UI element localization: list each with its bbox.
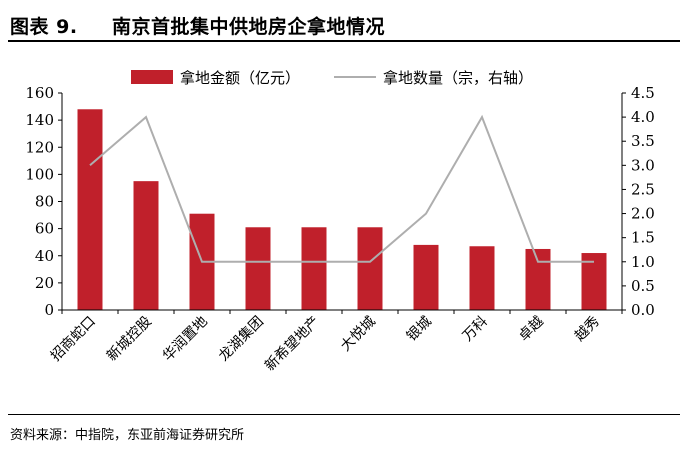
legend-bar-swatch	[131, 70, 173, 84]
left-tick-label: 80	[35, 193, 54, 211]
left-tick-label: 140	[25, 111, 54, 129]
bar-2	[133, 181, 159, 310]
x-category-label: 银城	[404, 314, 435, 345]
left-tick-label: 20	[35, 274, 54, 292]
x-category-label: 新希望地产	[262, 314, 323, 375]
left-tick-label: 160	[25, 84, 54, 102]
right-tick-label: 0.0	[631, 301, 655, 319]
left-tick-label: 120	[25, 138, 54, 156]
bar-8	[469, 246, 495, 310]
legend-line-label: 拿地数量（宗，右轴）	[383, 69, 533, 87]
left-tick-label: 60	[35, 220, 54, 238]
x-category-label: 招商蛇口	[48, 314, 99, 365]
right-tick-label: 3.0	[631, 156, 655, 174]
right-tick-label: 2.0	[631, 205, 655, 223]
bar-9	[525, 248, 551, 310]
legend-bar-label: 拿地金额（亿元）	[180, 69, 300, 87]
right-tick-label: 4.5	[631, 84, 655, 102]
left-tick-label: 40	[35, 247, 54, 265]
right-tick-label: 4.0	[631, 108, 655, 126]
x-category-label: 大悦城	[338, 314, 379, 355]
x-category-label: 卓越	[516, 314, 547, 345]
right-tick-label: 1.5	[631, 229, 655, 247]
x-category-label: 越秀	[572, 314, 603, 345]
bar-6	[357, 227, 383, 310]
left-tick-label: 100	[25, 165, 54, 183]
left-tick-label: 0	[44, 301, 54, 319]
bar-5	[301, 227, 327, 310]
bar-line-chart: 0 20 40 60 80 100 120 140 160 0.0 0.5 1.0 1.5 2.0 2.5 3…	[25, 69, 655, 375]
figure-header: 图表 9. 南京首批集中供地房企拿地情况	[8, 6, 680, 42]
bar-4	[245, 227, 271, 310]
bar-1	[77, 109, 103, 311]
line-series-path	[89, 114, 594, 263]
source-note: 资料来源：中指院，东亚前海证券研究所	[10, 428, 245, 443]
x-category-label: 龙湖集团	[215, 313, 267, 365]
x-category-label: 华润置地	[160, 314, 211, 365]
figure-title: 南京首批集中供地房企拿地情况	[112, 16, 386, 38]
right-tick-label: 2.5	[631, 180, 655, 198]
footer-divider	[8, 414, 680, 415]
x-category-label: 万科	[460, 314, 491, 345]
bar-7	[413, 244, 439, 310]
x-category-label: 新城控股	[104, 314, 155, 365]
figure-number: 图表 9.	[10, 16, 78, 38]
right-tick-label: 0.5	[631, 277, 655, 295]
right-tick-label: 1.0	[631, 253, 655, 271]
right-tick-label: 3.5	[631, 132, 655, 150]
